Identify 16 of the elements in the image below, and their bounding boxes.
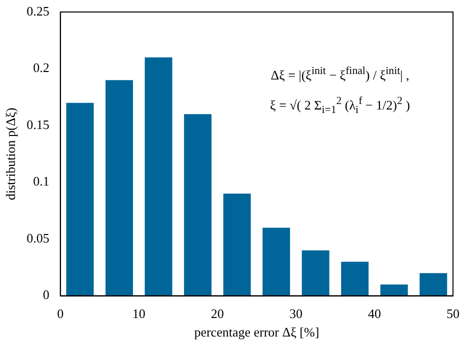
- x-axis-title: percentage error Δξ [%]: [194, 324, 320, 340]
- y-tick-label: 0.25: [26, 3, 50, 18]
- x-tick-label: 20: [210, 306, 224, 322]
- x-tick-label: 0: [57, 306, 64, 322]
- y-axis-title: distribution p(Δξ): [3, 108, 18, 200]
- y-tick-label: 0.1: [33, 174, 50, 189]
- annotation: Δξ = |(ξ$^{init}$ − ξ$^{final}$) / ξ$^{init}$| ,: [270, 64, 410, 84]
- y-tick-label: 0.2: [33, 60, 50, 76]
- x-tick-label: 30: [289, 306, 302, 322]
- y-tick-label: 0.05: [26, 230, 50, 246]
- x-tick-label: 40: [368, 306, 381, 322]
- y-tick-label: 0: [42, 287, 50, 302]
- y-tick-label: 0.15: [26, 116, 50, 132]
- x-tick-label: 10: [132, 306, 146, 322]
- x-tick-label: 50: [446, 306, 460, 322]
- text: ξ = √( 2 Σ$_{i=1}$$^{2}$ (λ$_{i}$$^{f}$ − 1/2)$^{2}$ ): [270, 94, 410, 116]
